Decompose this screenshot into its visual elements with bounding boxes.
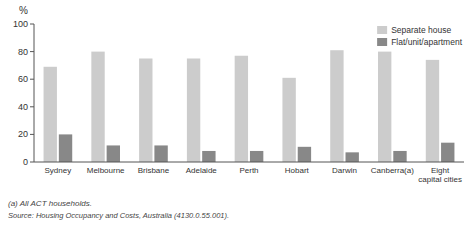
bar <box>441 143 454 162</box>
y-tick-label: 20 <box>18 129 28 139</box>
x-tick-label: Perth <box>239 166 258 175</box>
bar <box>426 60 439 162</box>
legend-swatch <box>377 38 387 46</box>
y-tick <box>30 51 34 52</box>
x-tick-label: Darwin <box>332 166 357 175</box>
bar <box>330 50 343 162</box>
bar <box>154 145 167 162</box>
y-tick-label: 0 <box>23 157 28 167</box>
x-tick-label-line: Sydney <box>45 166 72 175</box>
x-tick-label-line: Melbourne <box>87 166 125 175</box>
annotation: Source: Housing Occupancy and Costs, Aus… <box>8 211 229 220</box>
x-tick-label-line: Adelaide <box>186 166 218 175</box>
y-tick-label: 60 <box>18 74 28 84</box>
bar <box>235 56 248 162</box>
bar <box>282 78 295 162</box>
x-tick-label-line: Canberra(a) <box>371 166 414 175</box>
annotation: (a) All ACT households. <box>8 199 92 208</box>
chart: 0 20 40 60 80 100% Sydney Melbourne Brisbane Adel… <box>0 0 472 227</box>
bar <box>139 59 152 163</box>
bar <box>202 151 215 162</box>
x-tick-label-line: capital cities <box>418 175 462 184</box>
x-tick-label: Eightcapital cities <box>418 166 462 184</box>
bar <box>250 151 263 162</box>
y-tick <box>30 24 34 25</box>
bar <box>59 134 72 162</box>
legend-label: Separate house <box>391 25 451 35</box>
x-tick-label-line: Darwin <box>332 166 357 175</box>
y-tick <box>30 134 34 135</box>
x-tick-label: Canberra(a) <box>371 166 414 175</box>
x-axis <box>34 162 464 163</box>
y-tick <box>30 79 34 80</box>
bar <box>91 52 104 162</box>
x-tick-label-line: Brisbane <box>138 166 170 175</box>
x-tick-label: Sydney <box>45 166 72 175</box>
bar <box>187 59 200 163</box>
legend-label: Flat/unit/apartment <box>391 37 463 47</box>
bar <box>298 147 311 162</box>
y-axis-label: % <box>19 5 28 16</box>
legend: Separate house Flat/unit/apartment <box>377 25 463 47</box>
x-tick-label-line: Eight <box>431 166 450 175</box>
x-tick-label-line: Hobart <box>285 166 310 175</box>
bar <box>378 52 391 162</box>
y-axis <box>34 24 35 162</box>
x-tick-label: Brisbane <box>138 166 170 175</box>
y-tick <box>30 106 34 107</box>
x-tick-label-line: Perth <box>239 166 258 175</box>
x-tick-label: Melbourne <box>87 166 125 175</box>
y-tick-label: 80 <box>18 47 28 57</box>
x-tick-label: Adelaide <box>186 166 218 175</box>
y-tick-label: 40 <box>18 102 28 112</box>
x-tick-label: Hobart <box>285 166 310 175</box>
y-tick-label: 100 <box>13 19 28 29</box>
bar <box>346 152 359 162</box>
bar <box>44 67 57 162</box>
bar <box>393 151 406 162</box>
y-tick <box>30 162 34 163</box>
legend-swatch <box>377 26 387 34</box>
bars <box>44 50 455 162</box>
bar <box>107 145 120 162</box>
